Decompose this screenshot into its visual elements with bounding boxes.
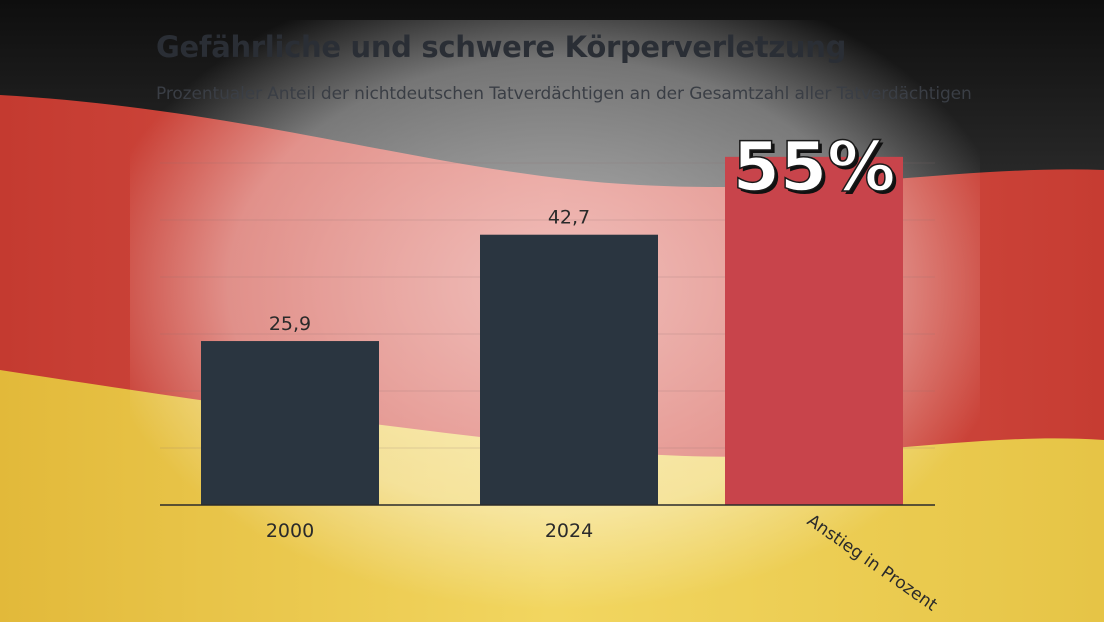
x-tick-label: Anstieg in Prozent <box>803 511 941 616</box>
data-label: 42,7 <box>548 207 590 229</box>
chart-title: Gefährliche und schwere Körperverletzung <box>156 30 847 64</box>
chart-subtitle: Prozentualer Anteil der nichtdeutschen T… <box>156 84 972 104</box>
data-label-shadow: 55% <box>736 131 899 210</box>
bar-2000 <box>201 341 379 505</box>
data-label: 25,9 <box>269 313 311 335</box>
x-tick-label: 2024 <box>545 520 593 542</box>
bar-2024 <box>480 234 658 506</box>
bar-highlight <box>725 156 903 505</box>
data-label-highlight: 55% <box>733 128 896 207</box>
x-tick-label: 2000 <box>266 520 314 542</box>
bars <box>201 156 903 506</box>
